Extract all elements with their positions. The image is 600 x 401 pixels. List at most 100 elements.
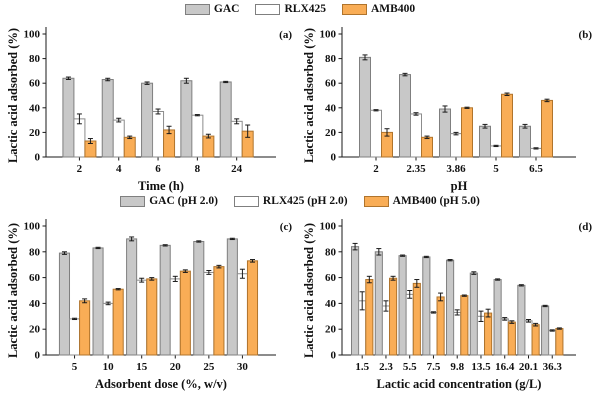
bar (548, 329, 557, 356)
y-axis-label: Lactic acid adsorbed (%) (6, 28, 20, 163)
legend-item-amb400: AMB400 (342, 3, 415, 15)
bar (180, 80, 193, 158)
bar (476, 315, 486, 356)
bar (490, 145, 502, 158)
bar (123, 136, 136, 158)
y-axis-label: Lactic acid adsorbed (%) (302, 223, 316, 358)
bar (398, 255, 407, 356)
x-tick-label: 3.86 (446, 163, 466, 175)
bar (374, 251, 383, 356)
x-axis-label: Lactic acid concentration (g/L) (377, 377, 542, 391)
x-tick-label: 2 (77, 163, 83, 175)
bar (524, 320, 533, 356)
bar (179, 270, 191, 356)
bar (484, 312, 493, 356)
legend-swatch (342, 3, 367, 15)
y-tick-label: 60 (325, 78, 337, 90)
bar (73, 118, 86, 158)
bar (421, 136, 433, 158)
y-tick-label: 40 (29, 102, 41, 114)
y-tick-label: 0 (35, 350, 41, 362)
legend-item-gac-ph-2-0: GAC (pH 2.0) (120, 195, 218, 207)
legend-item-gac: GAC (184, 3, 240, 15)
bar (399, 74, 411, 158)
bar (500, 318, 509, 356)
bar (461, 107, 473, 158)
bar (460, 295, 469, 356)
chart-b-ph: 0 20 40 60 80 100 2 2.35 3.86 5 6.5 pH Lactic acid a… (302, 27, 592, 193)
y-tick-label: 40 (29, 298, 41, 310)
panel-letter: (a) (279, 29, 292, 41)
bar (389, 277, 398, 356)
y-tick-label: 100 (24, 29, 41, 41)
bar (493, 279, 502, 356)
x-tick-label: 24 (231, 163, 243, 175)
y-tick-label: 0 (35, 152, 41, 164)
legend-label: AMB400 (371, 3, 416, 15)
legend-swatch (255, 3, 281, 15)
bar (236, 273, 248, 356)
legend-item-rlx425: RLX425 (255, 3, 326, 15)
legend-swatch (120, 195, 146, 207)
y-tick-label: 80 (29, 53, 41, 65)
x-tick-label: 2 (373, 163, 379, 175)
bar (436, 296, 445, 356)
bar (58, 252, 71, 356)
bar (370, 109, 382, 158)
legend-item-amb400-ph-5-0: AMB400 (pH 5.0) (363, 195, 480, 207)
y-axis-label: Lactic acid adsorbed (%) (302, 28, 316, 163)
bar (203, 271, 215, 356)
y-tick-label: 40 (325, 298, 337, 310)
bar (141, 82, 154, 158)
x-tick-label: 4 (116, 163, 122, 175)
legend-label: AMB400 (pH 5.0) (392, 195, 480, 207)
bar (169, 278, 181, 356)
bar (479, 125, 491, 158)
bar (112, 288, 124, 356)
y-tick-label: 80 (325, 53, 337, 65)
y-tick-label: 20 (325, 324, 337, 336)
bar (541, 99, 553, 158)
bar (101, 79, 114, 158)
chart-d-concentration: 0 20 40 60 80 100 1.5 2.3 5.5 7.5 9.8 13.5 16.4 20.1 3… (302, 219, 592, 391)
legend-swatch (184, 3, 210, 15)
y-tick-label: 0 (331, 152, 337, 164)
bar (450, 133, 462, 158)
legend-label: GAC (213, 3, 240, 15)
bar (112, 119, 125, 158)
bar (507, 321, 516, 356)
bar (439, 108, 451, 158)
bar (555, 328, 564, 356)
bar (230, 120, 243, 158)
bar (69, 318, 81, 356)
panel-letter: (c) (280, 221, 293, 233)
bar (422, 256, 431, 356)
bar (159, 244, 171, 356)
y-tick-label: 20 (29, 324, 41, 336)
bar (365, 279, 374, 356)
bar (351, 246, 360, 356)
bar (501, 93, 513, 158)
bar (126, 238, 138, 356)
y-tick-label: 0 (331, 350, 337, 362)
x-tick-label: 16.4 (495, 361, 515, 373)
legend-swatch (233, 195, 259, 207)
x-tick-label: 13.5 (471, 361, 491, 373)
y-tick-label: 60 (325, 272, 337, 284)
bar (405, 293, 414, 356)
bar (519, 125, 531, 158)
bar (136, 279, 148, 356)
x-axis-label: Time (h) (138, 179, 184, 193)
y-tick-label: 20 (325, 127, 337, 139)
bar (446, 259, 455, 356)
bar (359, 56, 371, 158)
legend-middle: GAC (pH 2.0) RLX425 (pH 2.0) AMB400 (pH 5.… (0, 195, 600, 207)
bar (412, 282, 421, 356)
bar (246, 260, 259, 356)
x-tick-label: 20 (170, 361, 182, 373)
x-tick-label: 7.5 (427, 361, 441, 373)
legend-label: GAC (pH 2.0) (149, 195, 218, 207)
bar (381, 305, 391, 356)
